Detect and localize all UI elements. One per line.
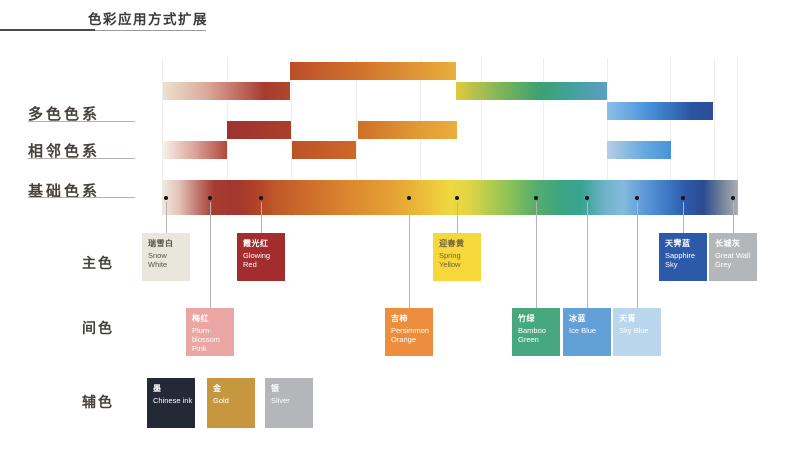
swatch-sapphire-sky: 天霁蓝 Sapphire Sky (659, 233, 707, 281)
connector-line (166, 202, 167, 233)
connector-line (457, 202, 458, 233)
swatch-plum-blossom-pink: 梅红 Plum- blossom Pink (186, 308, 234, 356)
spectrum-dot (164, 196, 168, 200)
grid-line (670, 58, 671, 216)
group-label-primary: 主色 (82, 255, 114, 271)
swatch-sky-blue: 天青 Sky Blue (613, 308, 661, 356)
connector-line (637, 202, 638, 308)
spectrum-dot (208, 196, 212, 200)
swatch-great-wall-grey: 长城灰 Great Wall Grey (709, 233, 757, 281)
swatch-name-zh: 迎春黄 (439, 239, 465, 248)
section-underline-base (28, 197, 135, 198)
page-title: 色彩应用方式扩展 (88, 12, 208, 27)
swatch-name-zh: 天霁蓝 (665, 239, 691, 248)
swatch-name-en: Glowing Red (243, 251, 271, 269)
swatch-ice-blue: 冰蓝 Ice Blue (563, 308, 611, 356)
connector-line (733, 202, 734, 233)
swatch-name-zh: 冰蓝 (569, 314, 586, 323)
swatch-name-en: Sliver (271, 396, 290, 405)
swatch-gold: 金 Gold (207, 378, 255, 428)
base-spectrum-bar (162, 180, 738, 215)
swatch-name-en: Bamboo Green (518, 326, 546, 344)
swatch-name-zh: 金 (213, 384, 222, 393)
swatch-persimmon-orange: 吉柿 Persimmon Orange (385, 308, 433, 356)
scheme-bar-adjacent (358, 121, 457, 139)
section-underline-multi (28, 121, 135, 122)
scheme-bar-multi (607, 102, 713, 120)
scheme-bar-multi (290, 62, 456, 80)
group-label-secondary: 间色 (82, 320, 114, 336)
swatch-name-zh: 瑞雪白 (148, 239, 174, 248)
grid-line (737, 58, 738, 216)
section-underline-adjacent (28, 158, 135, 159)
swatch-name-zh: 霞光红 (243, 239, 269, 248)
swatch-bamboo-green: 竹绿 Bamboo Green (512, 308, 560, 356)
swatch-glowing-red: 霞光红 Glowing Red (237, 233, 285, 281)
group-label-auxiliary: 辅色 (82, 394, 114, 410)
scheme-bar-adjacent (292, 141, 356, 159)
spectrum-dot (259, 196, 263, 200)
grid-line (607, 58, 608, 216)
swatch-name-zh: 梅红 (192, 314, 209, 323)
swatch-name-zh: 银 (271, 384, 280, 393)
section-label-multi: 多色色系 (28, 106, 101, 123)
scheme-bar-adjacent (227, 121, 291, 139)
grid-line (543, 58, 544, 216)
spectrum-dot (407, 196, 411, 200)
spectrum-dot (534, 196, 538, 200)
spectrum-dot (681, 196, 685, 200)
spectrum-dot (455, 196, 459, 200)
grid-line (481, 58, 482, 216)
connector-line (261, 202, 262, 233)
spectrum-dot (635, 196, 639, 200)
grid-line (291, 58, 292, 216)
grid-line (714, 58, 715, 216)
swatch-spring-yellow: 迎春黄 Spring Yellow (433, 233, 481, 281)
scheme-bar-multi (456, 82, 607, 100)
swatch-name-en: Spring Yellow (439, 251, 461, 269)
scheme-bar-multi (163, 82, 290, 100)
spectrum-dot (731, 196, 735, 200)
swatch-name-en: Sapphire Sky (665, 251, 696, 269)
swatch-name-en: Chinese ink (153, 396, 193, 405)
grid-line (162, 58, 163, 216)
scheme-bar-adjacent (163, 141, 227, 159)
section-label-base: 基础色系 (28, 183, 101, 200)
swatch-name-en: Snow White (148, 251, 168, 269)
swatch-name-zh: 长城灰 (715, 239, 741, 248)
swatch-snow-white: 瑞雪白 Snow White (142, 233, 190, 281)
swatch-name-en: Gold (213, 396, 229, 405)
connector-line (210, 202, 211, 308)
swatch-name-zh: 天青 (619, 314, 636, 323)
grid-line (356, 58, 357, 216)
title-underline (88, 30, 206, 31)
swatch-name-zh: 吉柿 (391, 314, 408, 323)
connector-line (587, 202, 588, 308)
section-label-adjacent: 相邻色系 (28, 143, 101, 160)
swatch-name-zh: 竹绿 (518, 314, 535, 323)
spectrum-dot (585, 196, 589, 200)
title-left-rule (0, 29, 95, 31)
swatch-name-en: Sky Blue (619, 326, 649, 335)
swatch-name-en: Plum- blossom Pink (192, 326, 220, 353)
swatch-name-en: Great Wall Grey (715, 251, 751, 269)
swatch-sliver: 银 Sliver (265, 378, 313, 428)
connector-line (409, 202, 410, 308)
swatch-name-en: Ice Blue (569, 326, 597, 335)
swatch-name-zh: 墨 (153, 384, 162, 393)
connector-line (536, 202, 537, 308)
swatch-name-en: Persimmon Orange (391, 326, 429, 344)
scheme-bar-adjacent (607, 141, 671, 159)
connector-line (683, 202, 684, 233)
swatch-chinese-ink: 墨 Chinese ink (147, 378, 195, 428)
